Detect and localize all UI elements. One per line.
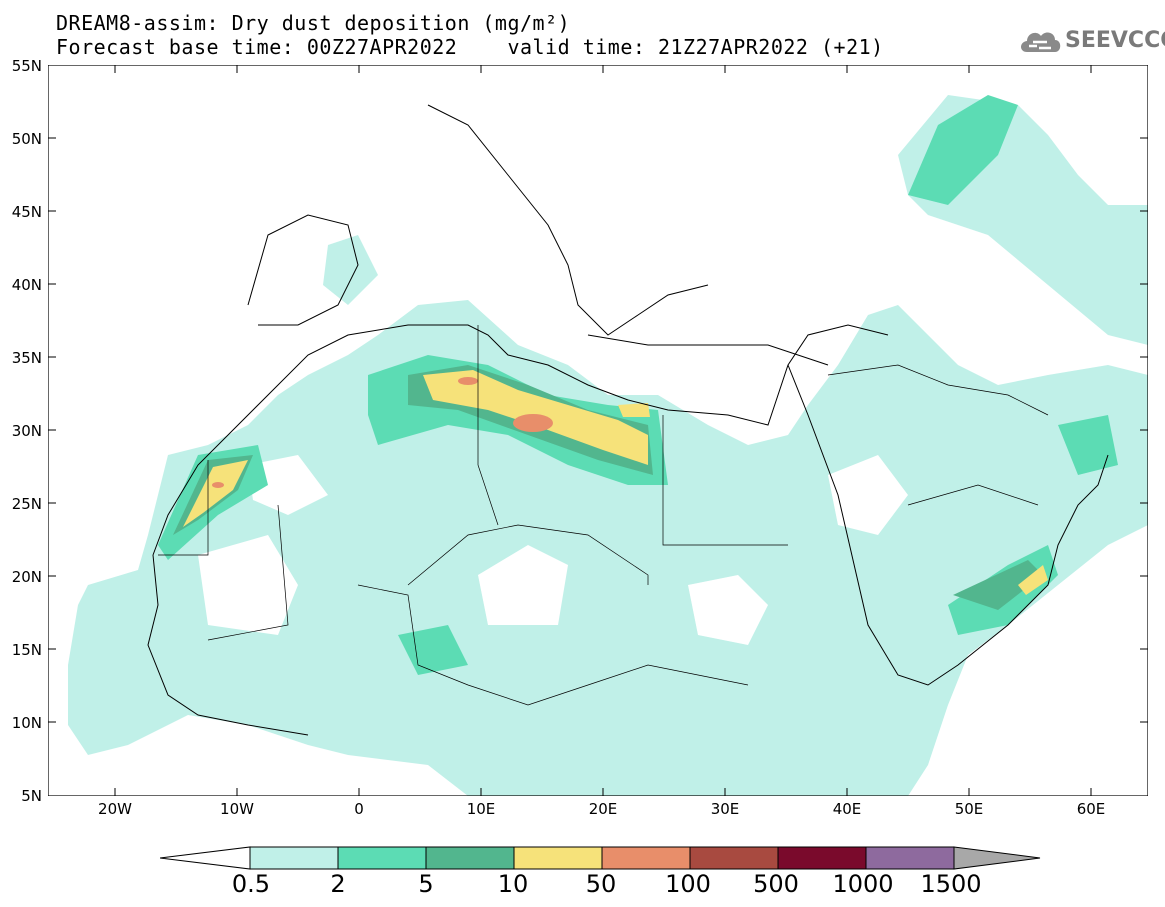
colorbar-label: 50	[585, 870, 617, 898]
colorbar-above-triangle	[953, 846, 1041, 870]
colorbar-swatch	[513, 846, 603, 870]
lat-label: 40N	[11, 276, 42, 294]
lon-label: 20E	[588, 800, 618, 818]
lat-label: 15N	[11, 641, 42, 659]
colorbar-swatch	[865, 846, 955, 870]
colorbar-label: 1500	[920, 870, 982, 898]
colorbar-swatch	[425, 846, 515, 870]
lon-label: 50E	[954, 800, 984, 818]
colorbar-swatch	[337, 846, 427, 870]
colorbar-label: 0.5	[231, 870, 271, 898]
lon-label: 60E	[1076, 800, 1106, 818]
lat-label: 5N	[21, 787, 42, 805]
lon-label: 10E	[466, 800, 496, 818]
dust-field-gaps	[198, 455, 908, 645]
lat-label: 55N	[11, 57, 42, 75]
forecast-time-subtitle: Forecast base time: 00Z27APR2022 valid t…	[56, 35, 884, 59]
colorbar-swatch	[777, 846, 867, 870]
colorbar-swatch	[249, 846, 339, 870]
lat-label: 25N	[11, 495, 42, 513]
lat-label: 20N	[11, 568, 42, 586]
coastlines	[147, 104, 1109, 736]
dust-field-extreme	[212, 377, 553, 488]
map-title: DREAM8-assim: Dry dust deposition (mg/m²…	[56, 11, 571, 35]
lon-label: 0	[354, 800, 364, 818]
colorbar-swatch	[689, 846, 779, 870]
colorbar-label: 1000	[832, 870, 894, 898]
seevccc-logo: SEEVCCC	[1017, 22, 1165, 62]
lat-label: 10N	[11, 714, 42, 732]
colorbar-label: 2	[330, 870, 346, 898]
lat-label: 45N	[11, 203, 42, 221]
lat-label: 35N	[11, 349, 42, 367]
colorbar-label: 5	[418, 870, 434, 898]
colorbar	[160, 846, 1041, 870]
colorbar-label: 10	[497, 870, 529, 898]
lon-label: 10W	[220, 800, 254, 818]
lon-label: 40E	[832, 800, 862, 818]
axis-ticks	[48, 65, 1148, 796]
country-borders	[158, 325, 1049, 706]
lon-label: 30E	[710, 800, 740, 818]
lon-label: 20W	[98, 800, 132, 818]
logo-text: SEEVCCC	[1065, 28, 1165, 53]
dust-deposition-map	[48, 65, 1148, 796]
lat-label: 30N	[11, 422, 42, 440]
cloud-icon	[1021, 32, 1061, 52]
lat-label: 50N	[11, 130, 42, 148]
colorbar-label: 500	[753, 870, 799, 898]
colorbar-label: 100	[665, 870, 711, 898]
colorbar-below-triangle	[160, 846, 251, 870]
colorbar-swatch	[601, 846, 691, 870]
